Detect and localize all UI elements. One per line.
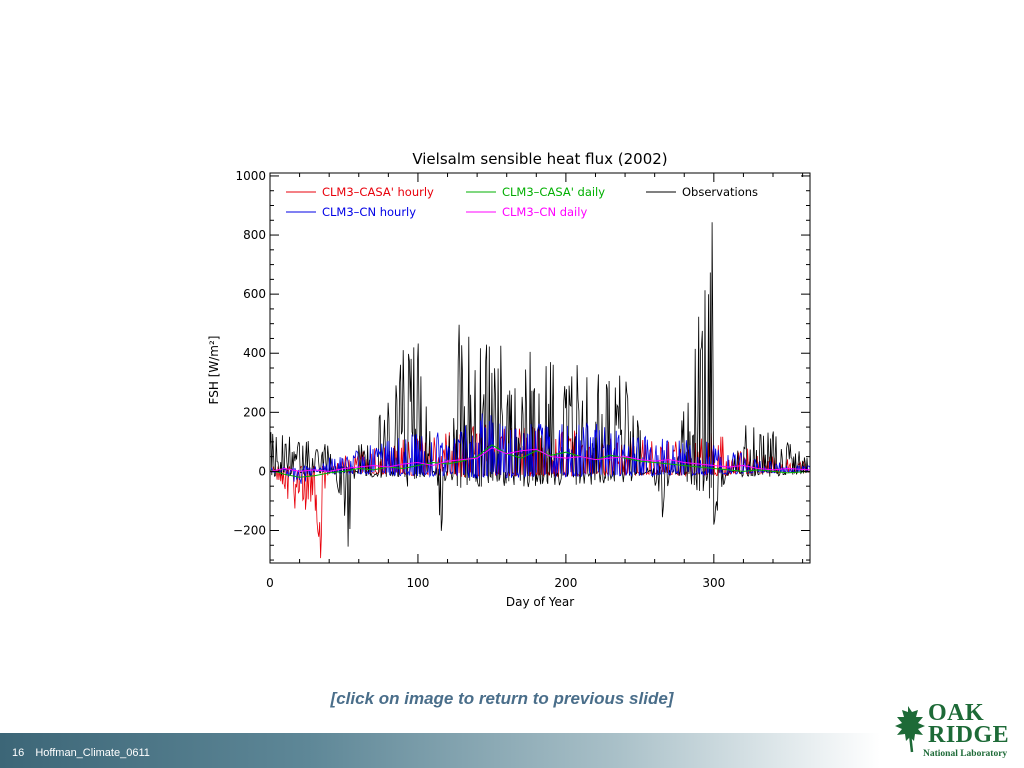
plot-area — [269, 172, 811, 564]
legend-label: Observations — [682, 185, 758, 199]
logo-ridge: RIDGE — [928, 722, 1010, 748]
oak-leaf-icon — [895, 706, 925, 753]
series-line — [269, 222, 810, 547]
legend: CLM3–CASA' hourly CLM3–CASA' daily Observa… — [286, 185, 758, 219]
series-line — [269, 444, 811, 478]
y-tick-label: 800 — [243, 228, 266, 242]
legend-label: CLM3–CASA' hourly — [322, 185, 434, 199]
x-tick-label: 0 — [266, 576, 274, 590]
y-axis-label: FSH [W/m²] — [207, 336, 221, 405]
legend-label: CLM3–CN daily — [502, 205, 587, 219]
axes: 0 100 200 300 −200 0 200 400 600 800 1000 — [233, 169, 810, 590]
oak-ridge-logo: OAK RIDGE National Laboratory — [890, 700, 1020, 766]
legend-label: CLM3–CN hourly — [322, 205, 416, 219]
footer: 16 Hoffman_Climate_0611 — [12, 747, 158, 759]
series-layer — [269, 222, 811, 559]
x-tick-label: 200 — [554, 576, 577, 590]
y-tick-label: 200 — [243, 405, 266, 419]
plot-frame — [269, 172, 811, 564]
deck-name: Hoffman_Climate_0611 — [35, 747, 150, 759]
slide-number: 16 — [12, 747, 25, 759]
y-tick-label: −200 — [233, 524, 266, 538]
return-link[interactable]: [click on image to return to previous sl… — [330, 689, 674, 708]
y-tick-label: 400 — [243, 346, 266, 360]
chart-title: Vielsalm sensible heat flux (2002) — [412, 150, 667, 168]
y-tick-label: 1000 — [235, 169, 266, 183]
logo-national-laboratory: National Laboratory — [923, 749, 1008, 759]
legend-label: CLM3–CASA' daily — [502, 185, 605, 199]
series-line — [269, 447, 811, 472]
x-tick-label: 300 — [702, 576, 725, 590]
logo-oak: OAK — [928, 700, 985, 726]
footer-bar — [0, 733, 880, 768]
x-tick-label: 100 — [406, 576, 429, 590]
y-tick-label: 0 — [258, 464, 266, 478]
y-tick-label: 600 — [243, 287, 266, 301]
chart: 0 100 200 300 −200 0 200 400 600 800 1000 Vielsalm… — [207, 150, 811, 609]
x-axis-label: Day of Year — [506, 595, 574, 609]
